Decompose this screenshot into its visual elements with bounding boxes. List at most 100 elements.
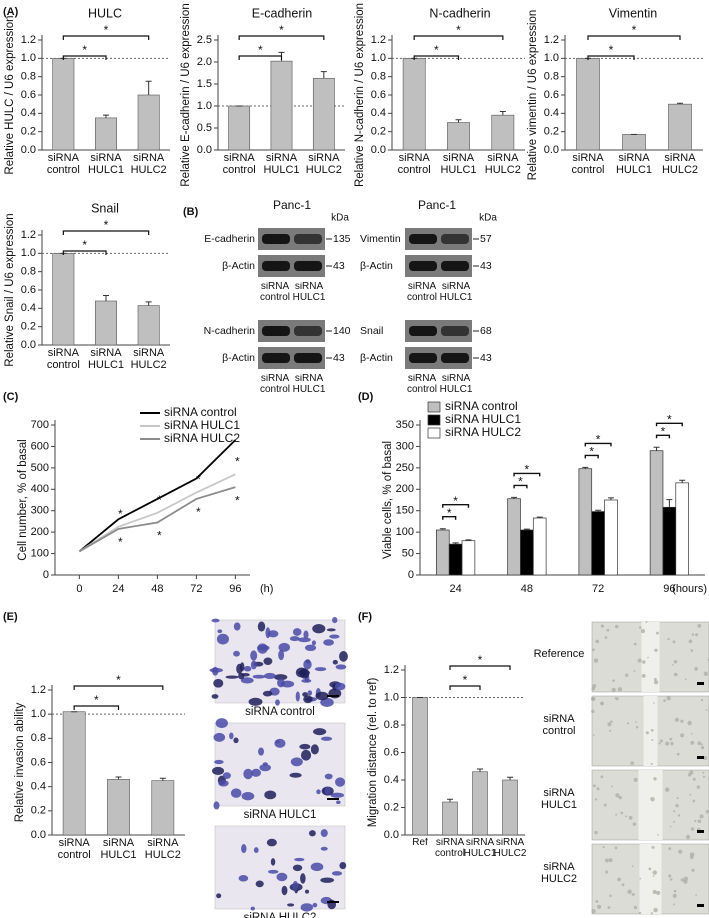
x-tick-label: siRNA HULC2 (493, 838, 527, 859)
bar (649, 450, 664, 576)
stained-cell (310, 862, 324, 872)
bar (675, 482, 689, 576)
cell-dot (648, 867, 652, 871)
point-label: * (196, 473, 201, 487)
x-tick-label-box: siRNA HULC1 (616, 153, 652, 175)
x-tick-label: siRNA HULC2 (144, 838, 181, 861)
stained-cell (278, 649, 285, 661)
cell-dot (653, 680, 659, 685)
cell-dot (702, 775, 706, 779)
y-tick-label: 1.5 (197, 78, 212, 90)
stained-cell (253, 847, 259, 854)
cell-dot (688, 639, 693, 644)
cell-dot (695, 894, 697, 896)
cell-dot (656, 890, 661, 896)
stained-cell (323, 639, 335, 646)
chart-title: Vimentin (609, 6, 657, 20)
bar (507, 498, 521, 576)
bar (95, 300, 117, 346)
stained-cell (277, 678, 285, 688)
stained-cell (276, 872, 288, 882)
y-tick-label: 1.2 (371, 34, 386, 46)
error-bar (465, 539, 472, 541)
stained-cell (214, 759, 224, 765)
cell-dot (640, 629, 646, 634)
image-label-box: siRNA control (542, 714, 575, 736)
cell-dot (600, 624, 605, 628)
lane-label: siRNA control (406, 374, 437, 395)
y-tick-label: 0.4 (31, 781, 46, 793)
cell-dot (689, 793, 692, 796)
error-bar (523, 528, 530, 530)
significance-bracket (62, 35, 150, 40)
stained-cell (314, 667, 327, 672)
significance-bracket (584, 454, 599, 459)
image-label: Reference (533, 649, 585, 660)
panel-label: (A) (3, 6, 19, 18)
y-tick-label: 1.2 (21, 34, 36, 46)
bar (52, 58, 75, 151)
cell-dot (705, 709, 708, 712)
cell-dot (697, 741, 702, 746)
x-tick-label: siRNA HULC2 (305, 153, 342, 176)
x-tick-label: 96 (663, 583, 675, 595)
y-tick-label: 350 (396, 419, 414, 431)
stained-cell (233, 650, 240, 657)
y-tick-label: 0.6 (384, 746, 399, 758)
error-bar (103, 295, 109, 301)
line-series (78, 473, 236, 553)
stained-cell (292, 628, 302, 636)
x-tick-label: 72 (190, 583, 202, 595)
cell-dot (670, 741, 674, 746)
stained-cell (230, 788, 242, 798)
y-tick-label: 100 (396, 526, 414, 538)
bar (95, 117, 117, 151)
error-bar (145, 80, 152, 95)
cell-dot (615, 793, 620, 798)
cell-dot (676, 797, 679, 800)
x-axis-label: (hours) (672, 583, 707, 595)
point-label: * (235, 454, 240, 468)
lane-label-box: siRNA control (260, 282, 290, 302)
cell-dot (669, 825, 672, 828)
x-tick-label-box: siRNA HULC1 (88, 348, 124, 370)
cell-dot (655, 631, 659, 635)
stained-cell (238, 672, 245, 680)
cell-dot (621, 883, 625, 887)
stained-cell (320, 877, 335, 883)
stained-cell (250, 660, 257, 670)
bar (107, 779, 130, 836)
significance-label: * (82, 43, 87, 57)
stained-cell (266, 838, 277, 847)
y-tick-label: 0.8 (31, 732, 46, 744)
y-tick-label: 0.8 (21, 266, 36, 278)
significance-bracket (513, 484, 528, 489)
cell-dot (676, 752, 680, 756)
image-label-box: siRNA HULC2 (541, 862, 577, 884)
bar (448, 543, 463, 576)
stained-cell (218, 780, 229, 787)
cell-dot (609, 894, 612, 897)
significance-label: * (589, 445, 594, 459)
y-tick-label: 200 (396, 483, 414, 495)
chart-title: Snail (91, 201, 119, 215)
stained-cell (312, 623, 326, 634)
significance-bracket (584, 442, 612, 447)
y-tick-label: 0.0 (371, 144, 386, 156)
stained-cell (292, 864, 303, 872)
protein-label: β-Actin (222, 260, 255, 272)
y-tick-label: 1.0 (31, 708, 46, 720)
significance-bracket (413, 35, 504, 40)
significance-label: * (525, 463, 530, 477)
cell-dot (651, 739, 654, 742)
cell-dot (680, 719, 684, 723)
cell-dot (645, 731, 649, 735)
cell-dot (592, 648, 595, 652)
scale-bar (697, 682, 704, 685)
blot-band (409, 326, 437, 336)
x-tick-label: siRNA HULC1 (87, 153, 125, 176)
lane-label: siRNA HULC1 (439, 374, 473, 395)
x-tick-label-box: siRNA HULC2 (144, 838, 181, 861)
cell-dot (680, 878, 685, 882)
protein-label: β-Actin (360, 260, 393, 272)
